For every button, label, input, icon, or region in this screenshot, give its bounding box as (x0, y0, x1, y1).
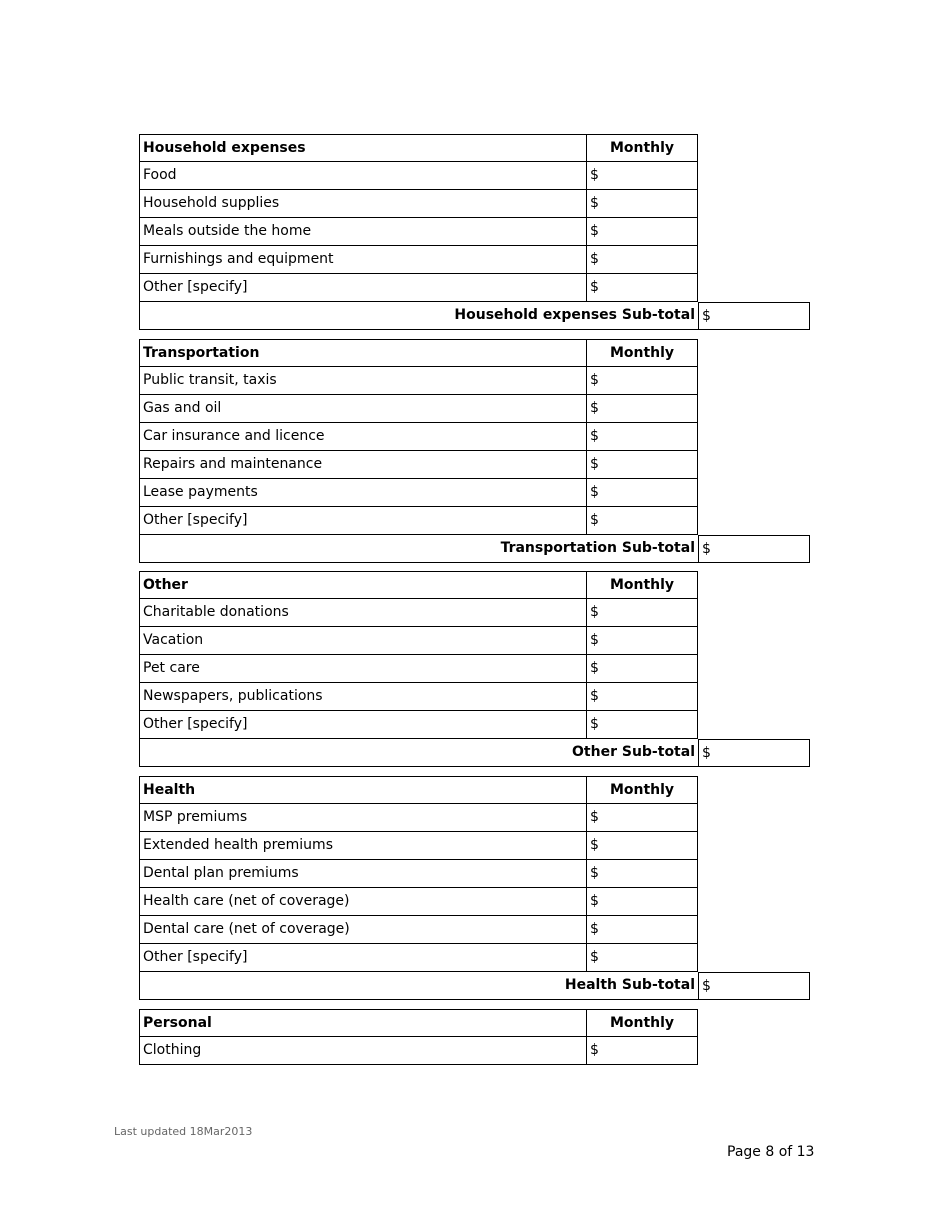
expense-label: Dental plan premiums (139, 860, 587, 888)
monthly-amount-field[interactable]: $ (586, 395, 698, 423)
section-title: Personal (139, 1009, 587, 1037)
monthly-amount-field[interactable]: $ (586, 423, 698, 451)
monthly-amount-field[interactable]: $ (586, 916, 698, 944)
monthly-amount-field[interactable]: $ (586, 888, 698, 916)
expense-label: Vacation (139, 627, 587, 655)
monthly-amount-field[interactable]: $ (586, 683, 698, 711)
monthly-amount-field[interactable]: $ (586, 507, 698, 535)
monthly-amount-field[interactable]: $ (586, 860, 698, 888)
monthly-amount-field[interactable]: $ (586, 451, 698, 479)
section-title: Transportation (139, 339, 587, 367)
column-header-monthly: Monthly (586, 571, 698, 599)
expense-label: Gas and oil (139, 395, 587, 423)
subtotal-label: Other Sub-total (139, 739, 699, 767)
expense-label: Household supplies (139, 190, 587, 218)
expense-label: Clothing (139, 1037, 587, 1065)
monthly-amount-field[interactable]: $ (586, 218, 698, 246)
monthly-amount-field[interactable]: $ (586, 944, 698, 972)
subtotal-amount-field[interactable]: $ (698, 739, 810, 767)
expense-label: Charitable donations (139, 599, 587, 627)
section-title: Household expenses (139, 134, 587, 162)
section-title: Health (139, 776, 587, 804)
monthly-amount-field[interactable]: $ (586, 711, 698, 739)
monthly-amount-field[interactable]: $ (586, 367, 698, 395)
subtotal-amount-field[interactable]: $ (698, 302, 810, 330)
expense-label: Car insurance and licence (139, 423, 587, 451)
column-header-monthly: Monthly (586, 134, 698, 162)
expense-label: Extended health premiums (139, 832, 587, 860)
monthly-amount-field[interactable]: $ (586, 627, 698, 655)
monthly-amount-field[interactable]: $ (586, 599, 698, 627)
monthly-amount-field[interactable]: $ (586, 1037, 698, 1065)
expense-label: Health care (net of coverage) (139, 888, 587, 916)
monthly-amount-field[interactable]: $ (586, 479, 698, 507)
expense-label: Pet care (139, 655, 587, 683)
expense-label: Other [specify] (139, 507, 587, 535)
expense-label: Lease payments (139, 479, 587, 507)
section-title: Other (139, 571, 587, 599)
expense-label: Food (139, 162, 587, 190)
expense-label: Furnishings and equipment (139, 246, 587, 274)
column-header-monthly: Monthly (586, 1009, 698, 1037)
expense-label: MSP premiums (139, 804, 587, 832)
column-header-monthly: Monthly (586, 776, 698, 804)
monthly-amount-field[interactable]: $ (586, 274, 698, 302)
expense-label: Other [specify] (139, 944, 587, 972)
subtotal-amount-field[interactable]: $ (698, 972, 810, 1000)
monthly-amount-field[interactable]: $ (586, 246, 698, 274)
monthly-amount-field[interactable]: $ (586, 162, 698, 190)
monthly-amount-field[interactable]: $ (586, 655, 698, 683)
monthly-amount-field[interactable]: $ (586, 804, 698, 832)
expense-label: Public transit, taxis (139, 367, 587, 395)
monthly-amount-field[interactable]: $ (586, 832, 698, 860)
subtotal-label: Transportation Sub-total (139, 535, 699, 563)
expense-label: Dental care (net of coverage) (139, 916, 587, 944)
subtotal-label: Household expenses Sub-total (139, 302, 699, 330)
subtotal-label: Health Sub-total (139, 972, 699, 1000)
expense-label: Repairs and maintenance (139, 451, 587, 479)
last-updated: Last updated 18Mar2013 (114, 1125, 253, 1138)
expense-label: Meals outside the home (139, 218, 587, 246)
subtotal-amount-field[interactable]: $ (698, 535, 810, 563)
expense-label: Other [specify] (139, 711, 587, 739)
expense-label: Newspapers, publications (139, 683, 587, 711)
expense-label: Other [specify] (139, 274, 587, 302)
column-header-monthly: Monthly (586, 339, 698, 367)
monthly-amount-field[interactable]: $ (586, 190, 698, 218)
page-number: Page 8 of 13 (727, 1144, 815, 1160)
